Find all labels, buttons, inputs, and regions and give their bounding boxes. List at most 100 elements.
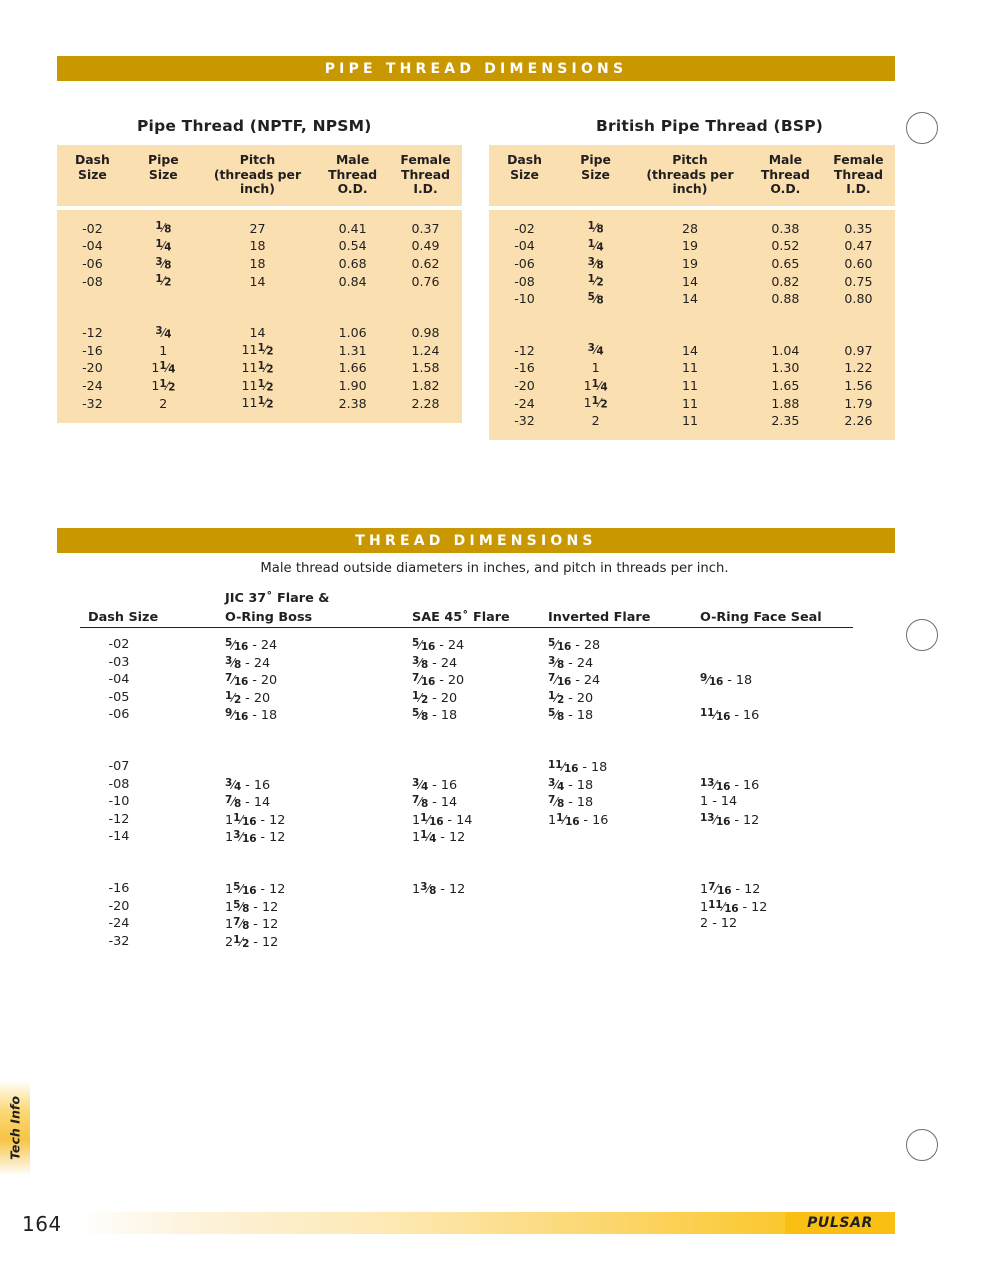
table-cell: 0.88 (771, 291, 800, 307)
table-cell: -05 (108, 689, 130, 705)
table-cell: 1.30 (771, 360, 800, 376)
table-cell: 1⁄2 - 20 (225, 689, 271, 706)
table-cell: 9⁄16 - 18 (225, 707, 278, 724)
table-cell: 11⁄4 (583, 377, 608, 394)
table-row: -06 3⁄8 18 0.68 0.62 (57, 255, 462, 273)
table-row: -24 11⁄2 111⁄2 1.90 1.82 (57, 377, 462, 395)
table-cell: 1.65 (771, 377, 800, 393)
punch-hole-icon (906, 619, 938, 651)
table-row: -32 2 111⁄2 2.38 2.28 (57, 394, 462, 412)
table-cell: -08 (82, 273, 103, 289)
table-cell: -20 (108, 898, 130, 914)
table-cell: 11 (681, 360, 698, 376)
table-cell: 111⁄2 (241, 377, 274, 394)
thread-dimensions-intro: Male thread outside diameters in inches,… (260, 561, 729, 576)
table-cell: 7⁄16 - 24 (548, 672, 601, 689)
table-cell: 17⁄8 - 12 (225, 916, 279, 933)
page-number: 164 (22, 1212, 62, 1236)
table-cell: 0.62 (411, 255, 440, 271)
table-cell: 1⁄8 (155, 220, 172, 237)
table-cell: 15⁄16 - 12 (225, 880, 286, 898)
table-cell: -32 (82, 395, 103, 411)
table-cell: -08 (108, 776, 130, 792)
table-cell: 11⁄4 (151, 360, 176, 376)
table-cell: 1.04 (771, 342, 800, 358)
table-cell: 9⁄16 - 18 (700, 672, 753, 689)
table-cell: 0.76 (411, 273, 440, 289)
col-header-oring-face-seal: O-Ring Face Seal (700, 610, 822, 625)
pipe-table-body: -02 1⁄8 27 0.41 0.37 -04 1⁄4 18 0.54 0.49 -06 3⁄8 18… (57, 209, 462, 423)
table-cell: 0.98 (411, 325, 440, 341)
table-cell: 27 (249, 220, 266, 236)
table-title-bsp: British Pipe Thread (BSP) (596, 117, 824, 135)
table-row: -14 13⁄16 - 12 11⁄4 - 12 (80, 829, 870, 847)
table-cell: 1 (591, 360, 600, 376)
table-cell: -08 (514, 273, 535, 289)
table-cell: 1.58 (411, 360, 440, 376)
table-cell: 0.52 (771, 238, 800, 254)
table-cell: -02 (514, 220, 535, 236)
table-cell: 111⁄2 (241, 360, 274, 376)
table-cell: 0.82 (771, 273, 800, 289)
table-cell: -02 (108, 637, 130, 652)
pipe-thread-table-bsp: Dash Size Pipe Size Pitch (threads per inch) M… (489, 145, 895, 441)
table-cell: 111⁄2 (241, 342, 274, 359)
table-cell: -32 (514, 413, 535, 429)
table-cell: -32 (108, 933, 130, 949)
table-cell: 7⁄8 - 14 (412, 794, 458, 811)
table-cell: 1.31 (338, 342, 367, 358)
table-cell: 17⁄16 - 12 (700, 880, 761, 898)
table-cell: 13⁄16 - 12 (700, 811, 760, 828)
table-cell: 21⁄2 - 12 (225, 933, 279, 950)
table-cell: 2 - 12 (700, 916, 738, 932)
table-row: -02 1⁄8 28 0.38 0.35 (489, 220, 895, 238)
col-header-dash-size: Dash Size (88, 610, 159, 625)
table-cell: 14 (681, 342, 698, 358)
table-cell: 11 (681, 413, 698, 429)
table-cell: -16 (108, 880, 130, 896)
table-row: -20 11⁄4 111⁄2 1.66 1.58 (57, 359, 462, 377)
table-cell: 11⁄16 - 12 (225, 811, 286, 828)
table-cell: 7⁄8 - 18 (548, 794, 594, 811)
table-cell: 1.24 (411, 342, 440, 358)
section-bar-thread-dimensions-label: THREAD DIMENSIONS (355, 532, 597, 549)
table-row: -03 3⁄8 - 24 3⁄8 - 24 3⁄8 - 24 (80, 655, 870, 673)
table-cell: 14 (249, 325, 266, 341)
table-cell: 3⁄8 - 24 (412, 654, 458, 671)
table-cell: 1 (159, 342, 168, 358)
table-cell: 19 (681, 238, 698, 254)
table-row: -20 11⁄4 11 1.65 1.56 (489, 377, 895, 395)
table-cell: -06 (108, 707, 130, 723)
table-cell: 1⁄2 (587, 273, 604, 289)
table-cell: 3⁄4 - 18 (548, 776, 594, 793)
table-cell: 5⁄16 - 24 (225, 637, 278, 654)
table-row: -12 11⁄16 - 12 11⁄16 - 14 11⁄16 - 16 13⁄16 -… (80, 812, 870, 830)
table-cell: 2.35 (771, 413, 800, 429)
table-cell: 13⁄16 - 12 (225, 829, 286, 846)
table-cell: 2.28 (411, 395, 440, 411)
table-row: -04 7⁄16 - 20 7⁄16 - 20 7⁄16 - 24 9⁄16 - 18 (80, 672, 870, 690)
table-cell: 15⁄8 - 12 (225, 898, 279, 915)
table-cell: -20 (82, 360, 103, 376)
row-group-spacer (80, 847, 870, 881)
side-tab-tech-info: Tech Info (0, 1080, 30, 1176)
table-cell: 11⁄4 - 12 (412, 829, 466, 846)
table-row: -16 15⁄16 - 12 13⁄8 - 12 17⁄16 - 12 (80, 881, 870, 899)
section-bar-thread-dimensions: THREAD DIMENSIONS (57, 528, 895, 553)
table-cell: 5⁄8 - 18 (412, 707, 458, 724)
table-cell: 111⁄2 (241, 395, 274, 411)
table-cell: 0.35 (844, 220, 873, 236)
table-cell: 0.38 (771, 220, 800, 236)
col-header-sae-flare: SAE 45˚ Flare (412, 610, 510, 625)
pipe-col-header: Pipe Size (148, 152, 179, 182)
pipe-table-header: Dash Size Pipe Size Pitch (threads per inch) M… (57, 145, 462, 206)
row-group-spacer (57, 290, 462, 324)
table-cell: 3⁄8 - 24 (548, 654, 594, 671)
table-row: -32 21⁄2 - 12 (80, 934, 870, 952)
table-cell: 28 (681, 220, 698, 236)
table-cell: 5⁄16 - 24 (412, 637, 465, 654)
table-cell: 13⁄16 - 16 (700, 776, 760, 793)
pipe-thread-table-nptf: Dash Size Pipe Size Pitch (threads per inch) M… (57, 145, 462, 423)
table-cell: 7⁄16 - 20 (412, 672, 465, 689)
